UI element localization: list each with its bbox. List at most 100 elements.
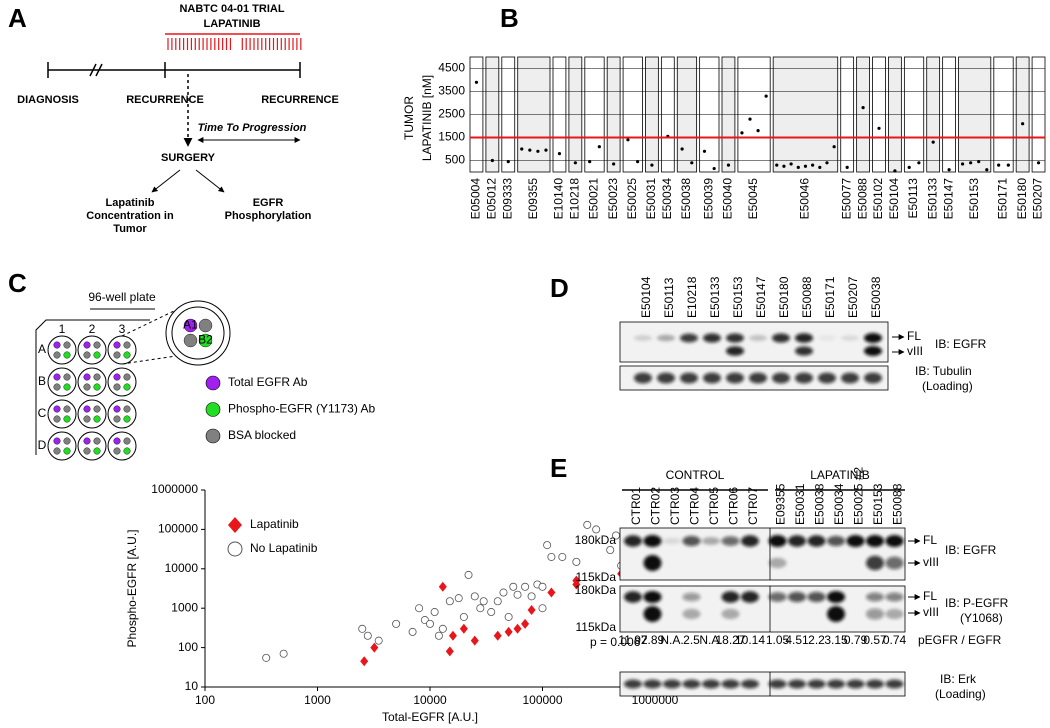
legend-swatch <box>227 541 243 557</box>
column-label: 3 <box>119 322 126 336</box>
legend-swatch <box>205 402 221 417</box>
point <box>504 612 513 621</box>
band <box>703 333 721 343</box>
point <box>464 570 473 579</box>
trial-name: NABTC 04-01 TRIAL <box>179 3 284 15</box>
lane-label: E50133 <box>708 276 722 318</box>
x-tick-label: E50038 <box>679 178 693 220</box>
x-axis-title: Total-EGFR [A.U.] <box>382 710 478 724</box>
well <box>77 335 107 365</box>
lane-label: E50025 #2 <box>852 467 866 525</box>
point <box>454 594 463 603</box>
well <box>47 367 77 397</box>
ratio: 2.2 <box>808 633 825 647</box>
point <box>931 140 935 144</box>
point <box>370 642 379 653</box>
point <box>702 149 707 153</box>
spot <box>113 373 121 381</box>
ratio: 3.15 <box>824 633 848 647</box>
y-tick-label: 10 <box>185 679 199 693</box>
blot <box>619 585 906 633</box>
spot <box>93 351 101 359</box>
band <box>721 591 740 603</box>
x-tick-label: E10140 <box>552 178 566 220</box>
spot <box>63 341 71 349</box>
spot <box>113 351 121 359</box>
panel-label: C <box>8 268 27 298</box>
ratio: 10.14 <box>735 633 765 647</box>
point <box>740 131 744 135</box>
bands <box>624 591 904 622</box>
band <box>885 592 904 602</box>
spot <box>83 415 91 423</box>
lane-label: E10218 <box>685 276 699 318</box>
x-tick-label: E50025 <box>625 178 639 220</box>
band <box>841 372 859 384</box>
panel-label: A <box>8 3 27 33</box>
legend-swatch <box>205 428 221 444</box>
ratio: 1.05 <box>766 633 790 647</box>
spot <box>63 373 71 381</box>
band <box>749 335 767 341</box>
y-tick-label: 3500 <box>438 84 465 98</box>
point <box>430 608 439 617</box>
point <box>825 161 829 165</box>
band <box>657 334 675 342</box>
point <box>438 624 447 633</box>
blot <box>619 527 906 581</box>
spot <box>183 318 198 333</box>
lane-label: CTR03 <box>668 487 682 525</box>
blot-label: (Y1068) <box>960 611 1003 625</box>
ratio-label: pEGFR / EGFR <box>918 633 1002 647</box>
lane-label: CTR02 <box>649 487 663 525</box>
point <box>775 163 779 167</box>
band <box>864 333 882 343</box>
spot <box>93 405 101 413</box>
point <box>803 164 808 168</box>
spot <box>53 405 61 413</box>
point <box>877 126 881 130</box>
legend-swatch <box>205 375 221 391</box>
point <box>479 597 488 606</box>
point <box>493 597 502 606</box>
annotation: p = 0.006 <box>590 635 641 649</box>
lane-label: E09355 <box>774 483 788 525</box>
point <box>506 160 510 164</box>
outcome: EGFR <box>253 197 284 209</box>
point <box>528 148 532 152</box>
y-tick-label: 100 <box>178 640 198 654</box>
spot <box>63 351 71 359</box>
band <box>682 608 701 620</box>
point <box>445 597 454 606</box>
plate-title: 96-well plate <box>88 290 156 304</box>
band <box>795 372 813 384</box>
x-tick-label: E50031 <box>644 178 658 220</box>
point <box>748 117 752 121</box>
y-axis-title: Phospho-EGFR [A.U.] <box>125 529 139 647</box>
y-axis-title: LAPATINIB [nM] <box>420 75 434 161</box>
spot <box>123 405 131 413</box>
point <box>504 626 513 637</box>
band <box>866 679 884 689</box>
point <box>538 582 547 591</box>
spot <box>63 405 71 413</box>
point <box>997 163 1001 167</box>
y-tick-label: 2500 <box>438 107 465 121</box>
point <box>611 531 620 540</box>
row-label: A <box>38 342 46 356</box>
point <box>1006 163 1010 167</box>
point <box>726 163 731 167</box>
point <box>536 149 540 153</box>
band-label: vIII <box>923 555 939 569</box>
spot <box>53 437 61 445</box>
event: DIAGNOSIS <box>17 94 79 106</box>
spot <box>93 341 101 349</box>
point <box>513 623 522 634</box>
point <box>1021 122 1025 126</box>
band <box>768 535 787 547</box>
outcome: Phosphorylation <box>225 210 312 222</box>
band-label: vIII <box>923 605 939 619</box>
y-tick-label: 4500 <box>438 61 465 75</box>
lane-label: CTR07 <box>746 487 760 525</box>
band <box>741 679 759 689</box>
